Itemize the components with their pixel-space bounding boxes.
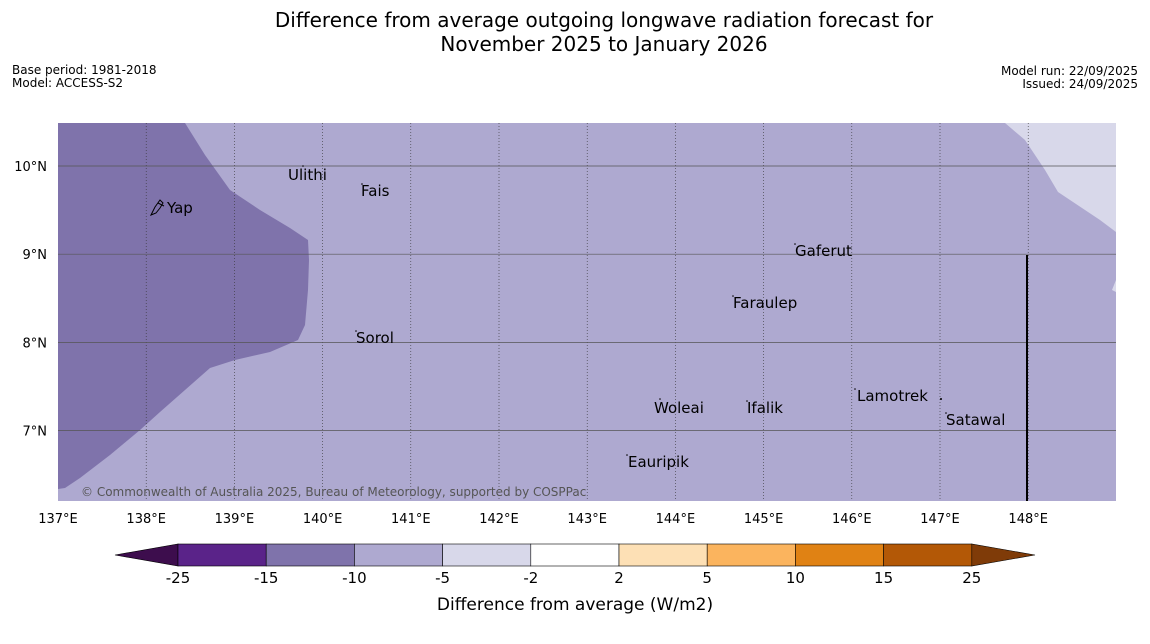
longitude-labels: 137°E 138°E 139°E 140°E 141°E 142°E 143°E 144°E… [38,512,1048,527]
colorbar-tick-label: -25 [166,569,191,587]
title-line-2: November 2025 to January 2026 [440,32,768,56]
region-minus-15-to-minus-10 [58,123,309,489]
map-area: © Commonwealth of Australia 2025, Bureau… [58,123,1116,501]
colorbar-segment [265,543,355,567]
colorbar-segment [795,543,884,567]
lon-tick-label: 142°E [479,512,519,527]
place-marker [302,165,304,167]
colorbar-label: Difference from average (W/m2) [437,595,713,615]
meta-right: Model run: 22/09/2025 Issued: 24/09/2025 [1001,65,1138,91]
colorbar-segment [354,543,443,567]
lon-tick-label: 145°E [744,512,784,527]
place-marker [854,388,856,390]
colorbar-tick-label: -5 [435,569,450,587]
place-marker [940,398,942,400]
latitude-labels: 10°N 9°N 8°N 7°N [14,160,47,440]
title-line-1: Difference from average outgoing longwav… [274,8,934,32]
issued-date: Issued: 24/09/2025 [1022,77,1138,91]
place-marker [732,295,734,297]
colorbar-extend-high [971,543,1036,567]
colorbar-tick-label: 25 [962,569,981,587]
graticule [58,123,1116,501]
lat-tick-label: 9°N [23,248,48,263]
colorbar-segment [883,543,973,567]
copyright-text: © Commonwealth of Australia 2025, Bureau… [81,485,586,499]
place-label-lamotrek: Lamotrek [857,387,928,405]
place-marker [355,330,357,332]
place-label-satawal: Satawal [946,411,1005,429]
place-marker [945,412,947,414]
place-marker [794,243,796,245]
lon-tick-label: 146°E [832,512,872,527]
place-label-woleai: Woleai [654,399,704,417]
colorbar-tick-label: 5 [702,569,712,587]
colorbar-segment [530,543,620,567]
lon-tick-label: 141°E [391,512,431,527]
lon-tick-label: 137°E [38,512,78,527]
place-label-gaferut: Gaferut [795,242,852,260]
model-name: Model: ACCESS-S2 [12,76,124,90]
place-marker [361,183,363,185]
colorbar-segment [177,543,267,567]
colorbar-segment [706,543,796,567]
colorbar-tick-label: 15 [874,569,893,587]
place-marker [746,400,748,402]
lat-tick-label: 10°N [14,160,47,175]
base-period: Base period: 1981-2018 [12,63,157,77]
lon-tick-label: 139°E [215,512,255,527]
place-label-eauripik: Eauripik [628,453,689,471]
lon-tick-label: 140°E [303,512,343,527]
place-label-ulithi: Ulithi [288,166,327,184]
region-minus-5-to-minus-2-edge [1112,280,1116,292]
colorbar-tick-label: 10 [786,569,805,587]
place-label-yap: Yap [166,199,193,217]
lon-tick-label: 143°E [567,512,607,527]
region-minus-5-to-minus-2 [1005,123,1116,232]
place-labels: Ulithi Fais Yap Gaferut Faraulep Sorol L… [166,165,1005,471]
lat-tick-label: 7°N [23,425,48,440]
colorbar-tick-label: -15 [254,569,279,587]
colorbar: -25 -15 -10 -5 -2 2 5 10 15 25 [114,543,1036,587]
place-label-fais: Fais [361,182,390,200]
colorbar-tick-label: -10 [342,569,367,587]
chart-title: Difference from average outgoing longwav… [0,8,1150,56]
lat-tick-label: 8°N [23,336,48,351]
colorbar-extend-low [114,543,179,567]
yap-island-shape [149,199,165,216]
lon-tick-label: 138°E [126,512,166,527]
place-label-sorol: Sorol [356,329,394,347]
lon-tick-label: 144°E [656,512,696,527]
place-label-ifalik: Ifalik [747,399,783,417]
model-run: Model run: 22/09/2025 [1000,64,1138,78]
colorbar-tick-label: -2 [523,569,538,587]
lon-tick-label: 148°E [1008,512,1048,527]
lon-tick-label: 147°E [920,512,960,527]
colorbar-segment [442,543,532,567]
place-marker [659,398,661,400]
colorbar-segment [618,543,708,567]
colorbar-tick-label: 2 [614,569,624,587]
meta-left: Base period: 1981-2018 Model: ACCESS-S2 [12,64,157,90]
place-marker [626,454,628,456]
place-label-faraulep: Faraulep [733,294,797,312]
